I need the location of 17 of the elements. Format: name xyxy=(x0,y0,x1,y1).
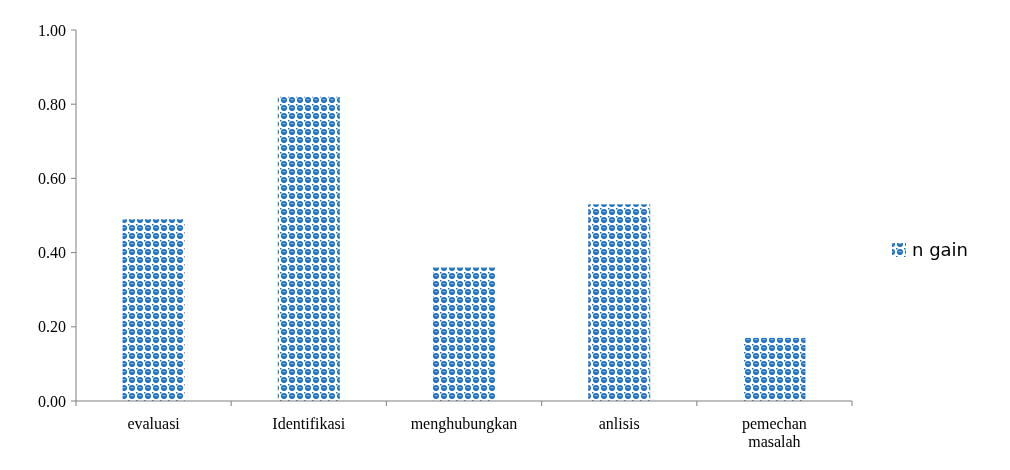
x-tick-label: pemechan masalah xyxy=(741,415,807,450)
bar xyxy=(743,337,806,401)
x-tick-label: menghubungkan xyxy=(410,415,518,433)
bar xyxy=(588,204,651,401)
y-tick-label: 0.60 xyxy=(38,170,66,187)
y-tick-label: 0.40 xyxy=(38,244,66,262)
x-tick-label: anlisis xyxy=(598,415,640,432)
y-tick-label: 1.00 xyxy=(38,21,66,39)
bar xyxy=(122,219,185,401)
y-tick-label: 0.20 xyxy=(38,318,66,336)
x-tick-label: evaluasi xyxy=(127,415,181,432)
x-tick-label: Identifikasi xyxy=(272,415,346,432)
y-tick-label: 0.80 xyxy=(38,95,66,113)
y-tick-label: 0.00 xyxy=(38,392,66,410)
legend-label: n gain xyxy=(912,239,968,261)
bar xyxy=(277,96,340,401)
bar xyxy=(432,267,496,401)
